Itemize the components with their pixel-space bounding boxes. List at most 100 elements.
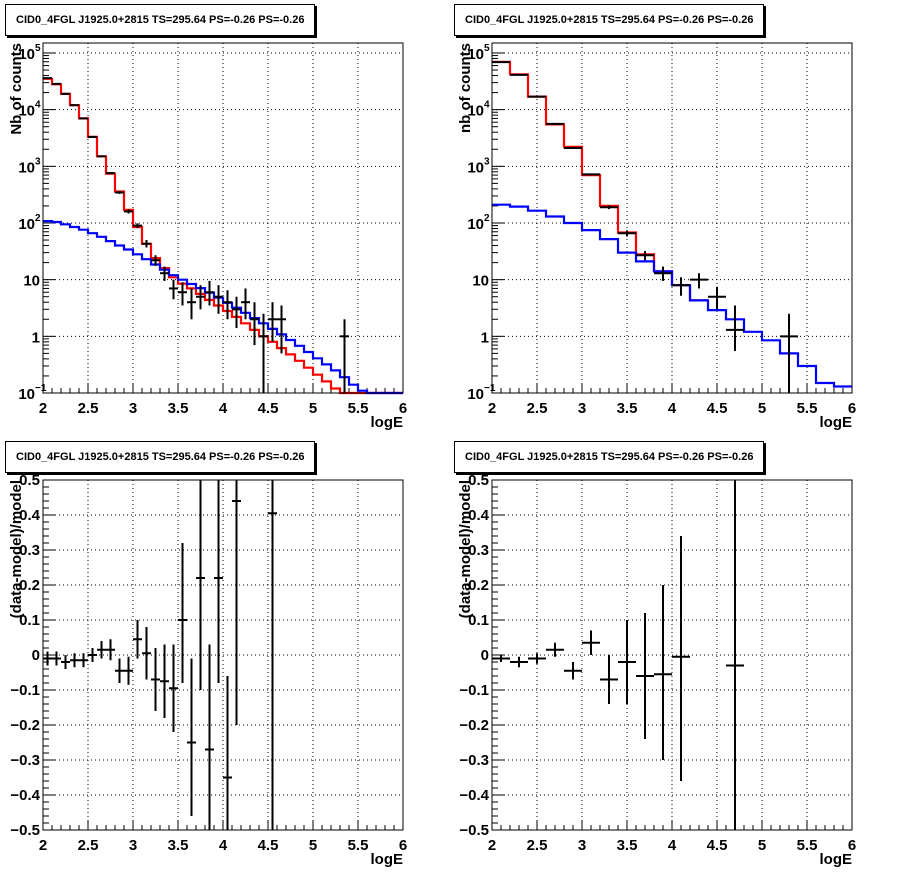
data-point (600, 655, 618, 704)
x-tick-label: 3.5 (617, 400, 638, 417)
y-tick-exponent: 5 (35, 43, 41, 54)
data-point (259, 313, 268, 393)
x-tick-label: 3 (578, 400, 586, 417)
y-tick-exponent: 2 (35, 213, 41, 224)
y-tick-label: 1 (481, 329, 489, 346)
y-tick-label: 10 (467, 46, 484, 63)
y-tick-label: −0.4 (10, 787, 40, 804)
data-point (151, 648, 160, 711)
y-tick-label: 10 (18, 103, 35, 120)
data-point (205, 644, 214, 830)
data-point (528, 653, 546, 664)
y-tick-exponent: −1 (35, 383, 47, 394)
y-tick-label: 0.3 (19, 542, 40, 559)
x-tick-label: 6 (848, 400, 856, 417)
x-tick-label: 2 (39, 837, 47, 854)
x-tick-label: 5.5 (348, 837, 369, 854)
data-point (726, 305, 744, 352)
plot-frame (491, 42, 853, 394)
x-tick-label: 3 (129, 400, 137, 417)
data-point (654, 266, 672, 281)
data-point (88, 135, 97, 138)
y-tick-label: 10 (467, 216, 484, 233)
y-tick-exponent: 4 (35, 100, 41, 111)
data-point (780, 313, 798, 393)
x-tick-label: 5 (758, 400, 766, 417)
data-point (654, 585, 672, 760)
data-point (169, 644, 178, 732)
y-tick-label: 10 (18, 159, 35, 176)
y-tick-label: 10 (18, 46, 35, 63)
y-tick-label: 10 (467, 159, 484, 176)
x-tick-label: 4.5 (707, 837, 728, 854)
data-point (546, 122, 564, 125)
y-axis-title: Nb of counts (8, 43, 25, 135)
y-tick-label: −0.3 (10, 752, 40, 769)
y-tick-label: 0.5 (468, 472, 489, 489)
y-tick-exponent: 4 (484, 100, 490, 111)
data-point (582, 173, 600, 176)
y-tick-label: 0.2 (19, 577, 40, 594)
data-point (196, 285, 205, 310)
y-tick-label: 0 (32, 647, 40, 664)
x-tick-label: 5 (309, 400, 317, 417)
x-tick-label: 4 (668, 400, 677, 417)
x-axis-title: logE (371, 414, 404, 431)
y-tick-label: 0 (481, 647, 489, 664)
data-point (672, 536, 690, 781)
x-tick-label: 5.5 (797, 400, 818, 417)
data-point (232, 480, 241, 725)
y-tick-exponent: 3 (484, 156, 490, 167)
data-point (196, 480, 205, 690)
x-tick-label: 6 (848, 837, 856, 854)
y-tick-label: −0.1 (459, 682, 489, 699)
x-tick-label: 2 (488, 837, 496, 854)
y-tick-exponent: −1 (484, 383, 496, 394)
data-point (106, 639, 115, 661)
data-point (43, 651, 52, 666)
x-tick-label: 4 (668, 837, 677, 854)
data-point (250, 302, 259, 346)
data-point (52, 651, 61, 666)
data-point (636, 251, 654, 261)
y-axis-title: (data-model)/model (8, 480, 25, 618)
plot-frame (42, 42, 404, 394)
data-point (160, 644, 169, 718)
y-tick-label: 0.3 (468, 542, 489, 559)
y-tick-label: 10 (23, 273, 40, 290)
y-tick-exponent: 3 (35, 156, 41, 167)
y-tick-exponent: 5 (484, 43, 490, 54)
y-tick-label: −0.1 (10, 682, 40, 699)
y-tick-label: −0.4 (459, 787, 489, 804)
x-tick-label: 2 (39, 400, 47, 417)
x-tick-label: 2.5 (78, 400, 99, 417)
x-axis-title: logE (820, 851, 853, 868)
x-tick-label: 2 (488, 400, 496, 417)
y-axis-title: (data-model)/model (457, 480, 474, 618)
data-point (115, 658, 124, 683)
y-tick-label: −0.3 (459, 752, 489, 769)
data-point (79, 653, 88, 668)
data-point (690, 273, 708, 289)
data-point (97, 641, 106, 659)
counts-panel-left: 2 2.5 3 3.5 4 4.5 5 5.5 6 10 −1 1 10 10 2 10 3 10 4 10 5 logE… (0, 0, 449, 437)
data-point (708, 286, 726, 310)
data-point (600, 205, 618, 210)
y-tick-label: −0.2 (459, 717, 489, 734)
x-tick-label: 3.5 (617, 837, 638, 854)
counts-panel-right: 2 2.5 3 3.5 4 4.5 5 5.5 6 10 −1 1 10 10 2 10 3 10 4 10 5 logE… (449, 0, 898, 437)
data-point (277, 305, 286, 354)
x-tick-label: 4.5 (707, 400, 728, 417)
data-point (564, 662, 582, 680)
y-tick-label: 0.2 (468, 577, 489, 594)
x-tick-label: 5 (758, 837, 766, 854)
data-point (726, 480, 744, 830)
data-point (160, 266, 169, 281)
data-point (142, 240, 151, 248)
plot-frame (491, 479, 853, 831)
y-tick-label: −0.2 (10, 717, 40, 734)
x-tick-label: 4.5 (258, 837, 279, 854)
y-tick-label: 0.5 (19, 472, 40, 489)
